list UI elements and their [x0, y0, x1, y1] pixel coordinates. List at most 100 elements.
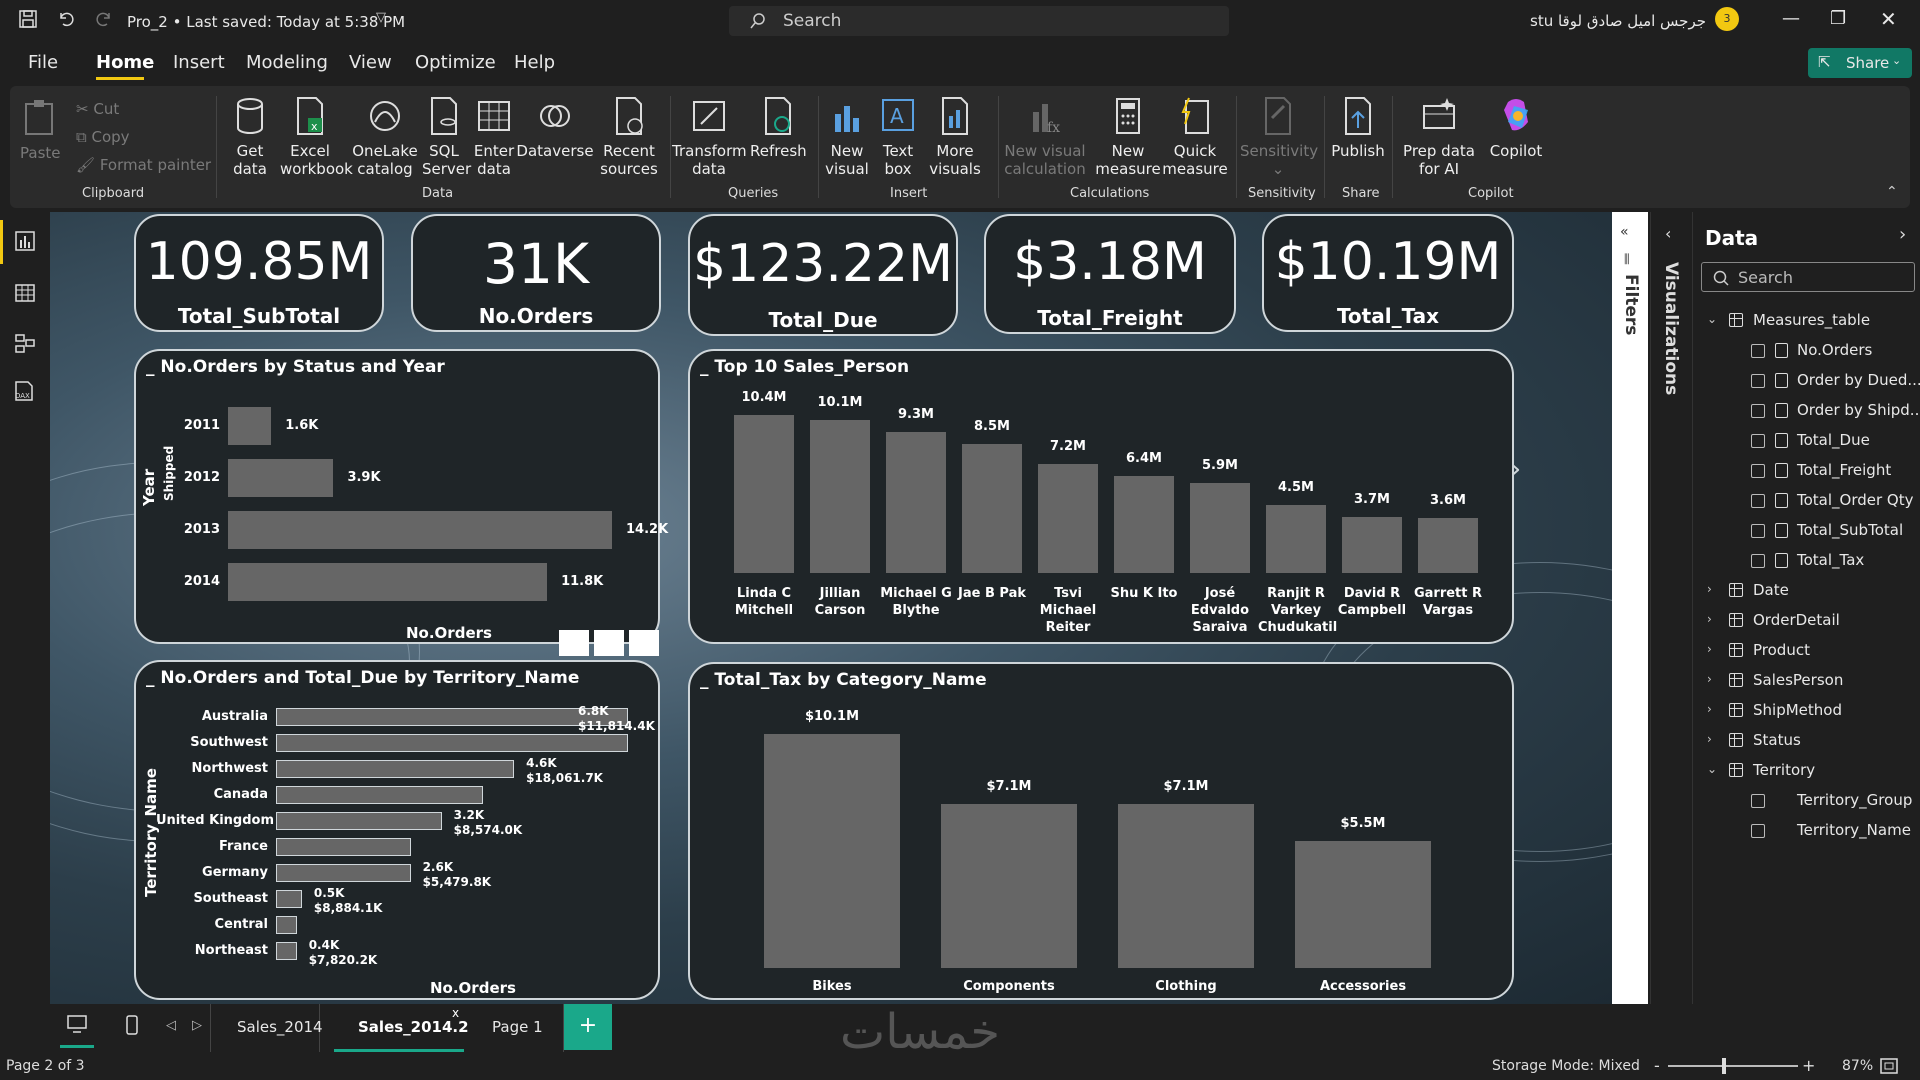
field-checkbox[interactable] — [1751, 344, 1765, 358]
bar[interactable] — [276, 916, 297, 934]
bar[interactable] — [228, 459, 334, 497]
slicer-box[interactable] — [629, 630, 659, 656]
bar[interactable] — [810, 419, 870, 573]
search-box[interactable]: Search — [729, 6, 1229, 36]
chevron-right-icon[interactable]: › — [1707, 672, 1712, 686]
chevron-down-icon[interactable]: ▽ — [376, 10, 386, 25]
field-checkbox[interactable] — [1751, 374, 1765, 388]
avatar[interactable]: 3 — [1715, 7, 1739, 31]
menu-insert[interactable]: Insert — [173, 52, 225, 73]
kpi-card-total-tax[interactable]: $10.19M Total_Tax — [1262, 214, 1514, 332]
field-item[interactable]: Total_Order Qty — [1693, 490, 1920, 512]
field-checkbox[interactable] — [1751, 434, 1765, 448]
dataverse-button[interactable]: Dataverse — [516, 96, 594, 160]
table-item[interactable]: › Date — [1693, 580, 1920, 602]
save-icon[interactable] — [18, 9, 38, 29]
bar[interactable] — [941, 803, 1077, 968]
bar[interactable] — [1295, 840, 1431, 968]
bar[interactable] — [276, 786, 484, 804]
chart-orders-by-status-year[interactable]: _ No.Orders by Status and Year Year Ship… — [134, 349, 668, 644]
field-item[interactable]: Territory_Name — [1693, 820, 1920, 842]
menu-view[interactable]: View — [349, 52, 392, 73]
bar[interactable] — [1038, 463, 1098, 573]
file-title[interactable]: Pro_2 • Last saved: Today at 5:38 PM — [127, 13, 406, 31]
table-item[interactable]: › ShipMethod — [1693, 700, 1920, 722]
menu-home[interactable]: Home — [96, 52, 155, 73]
bar[interactable] — [276, 890, 302, 908]
page-tab-sales-2014[interactable]: Sales_2014 — [210, 1004, 323, 1052]
redo-icon[interactable] — [94, 9, 114, 29]
bar[interactable] — [1114, 475, 1174, 573]
chevron-down-icon[interactable]: ⌄ — [1707, 762, 1718, 776]
table-item[interactable]: › Product — [1693, 640, 1920, 662]
chevron-right-icon[interactable]: › — [1707, 642, 1712, 656]
field-checkbox[interactable] — [1751, 824, 1765, 838]
chevron-right-icon[interactable]: › — [1707, 582, 1712, 596]
bar[interactable] — [1190, 483, 1250, 573]
bar[interactable] — [962, 443, 1022, 573]
chevron-right-icon[interactable]: › — [1707, 702, 1712, 716]
bar[interactable] — [228, 407, 272, 445]
field-checkbox[interactable] — [1751, 794, 1765, 808]
bar[interactable] — [764, 734, 900, 968]
field-checkbox[interactable] — [1751, 494, 1765, 508]
table-item[interactable]: › Status — [1693, 730, 1920, 752]
field-item[interactable]: Total_Due — [1693, 430, 1920, 452]
add-page-button[interactable]: + — [564, 1004, 612, 1050]
slicer-box[interactable] — [594, 630, 624, 656]
field-checkbox[interactable] — [1751, 404, 1765, 418]
collapse-filters-icon[interactable]: « — [1620, 224, 1629, 240]
new-visual-calculation-button[interactable]: fx New visual calculation — [1000, 96, 1090, 178]
expand-visualizations-icon[interactable]: ‹ — [1665, 224, 1672, 243]
prev-page-icon[interactable]: ◁ — [166, 1018, 176, 1033]
quick-measure-button[interactable]: Quick measure — [1162, 96, 1228, 178]
undo-icon[interactable] — [56, 9, 76, 29]
field-item[interactable]: No.Orders — [1693, 340, 1920, 362]
zoom-slider[interactable] — [1668, 1058, 1798, 1074]
prep-data-for-ai-button[interactable]: Prep data for AI — [1396, 96, 1482, 178]
cut-button[interactable]: ✂ Cut — [76, 100, 119, 118]
filters-pane[interactable]: « ⫼ Filters — [1612, 212, 1648, 1004]
dax-query-view-icon[interactable]: DAX — [12, 380, 38, 404]
field-item[interactable]: Order by Shipd... — [1693, 400, 1920, 422]
field-item[interactable]: Total_Freight — [1693, 460, 1920, 482]
more-visuals-button[interactable]: More visuals — [924, 96, 986, 178]
field-item[interactable]: Territory_Group — [1693, 790, 1920, 812]
chart-total-tax-by-category[interactable]: _ Total_Tax by Category_Name $10.1M Bikes… — [688, 662, 1514, 1000]
zoom-slider-thumb[interactable] — [1722, 1058, 1726, 1074]
bar[interactable] — [734, 415, 794, 573]
menu-modeling[interactable]: Modeling — [246, 52, 328, 73]
text-box-button[interactable]: A Text box — [876, 96, 920, 178]
publish-button[interactable]: Publish — [1328, 96, 1388, 160]
zoom-out-button[interactable]: - — [1654, 1056, 1660, 1075]
kpi-card-total-subtotal[interactable]: 109.85M Total_SubTotal — [134, 214, 384, 332]
menu-file[interactable]: File — [28, 52, 59, 73]
visualizations-pane[interactable]: ‹ Visualizations — [1650, 212, 1692, 1004]
desktop-layout-tab[interactable] — [60, 1004, 94, 1048]
field-checkbox[interactable] — [1751, 554, 1765, 568]
format-painter-button[interactable]: 🖌 Format painter — [76, 156, 211, 174]
close-icon[interactable]: ✕ — [1880, 7, 1897, 31]
bar[interactable] — [228, 563, 548, 601]
chart-top-10-sales-person[interactable]: _ Top 10 Sales_Person 10.4M Linda C Mitch… — [688, 349, 1514, 644]
menu-help[interactable]: Help — [514, 52, 556, 73]
menu-optimize[interactable]: Optimize — [415, 52, 496, 73]
page-tab-sales-2014-2[interactable]: Sales_2014.2 x — [334, 1004, 469, 1052]
bar[interactable] — [1118, 803, 1254, 968]
paste-button[interactable]: Paste — [20, 98, 61, 162]
close-tab-icon[interactable]: x — [452, 1006, 460, 1020]
new-measure-button[interactable]: New measure — [1094, 96, 1162, 178]
field-item[interactable]: Total_SubTotal — [1693, 520, 1920, 542]
chevron-right-icon[interactable]: › — [1707, 732, 1712, 746]
kpi-card-no-orders[interactable]: 31K No.Orders — [411, 214, 661, 332]
transform-data-button[interactable]: Transform data — [672, 96, 747, 178]
bar[interactable] — [228, 511, 612, 549]
bar[interactable] — [276, 864, 411, 882]
kpi-card-total-due[interactable]: $123.22M Total_Due — [688, 214, 958, 336]
sensitivity-button[interactable]: Sensitivity ⌄ — [1240, 96, 1318, 178]
collapse-data-pane-icon[interactable]: › — [1899, 224, 1907, 245]
zoom-in-button[interactable]: + — [1802, 1056, 1816, 1075]
bar[interactable] — [276, 812, 442, 830]
data-search-input[interactable]: Search — [1701, 262, 1915, 292]
field-checkbox[interactable] — [1751, 524, 1765, 538]
